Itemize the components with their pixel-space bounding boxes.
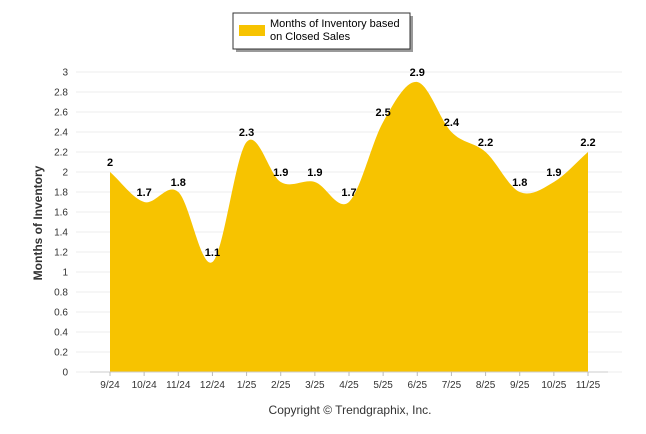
x-tick-label: 10/24	[132, 380, 157, 391]
x-axis-ticks: 9/24 10/24 11/24 12/24 1/25 2/25 3/25 4/25 5/25 6…	[90, 371, 608, 391]
y-tick-label: 2.2	[54, 148, 68, 159]
y-tick-label: 0.8	[54, 288, 68, 299]
data-label: 1.9	[307, 167, 322, 179]
y-tick-label: 0.6	[54, 308, 68, 319]
x-tick-label: 9/25	[510, 380, 530, 391]
data-label: 1.7	[136, 187, 151, 199]
data-label: 2.4	[444, 117, 460, 129]
legend-text-line-2: on Closed Sales	[270, 31, 351, 43]
x-tick-label: 1/25	[237, 380, 257, 391]
y-tick-label: 3	[62, 68, 68, 79]
x-tick-label: 9/24	[100, 380, 120, 391]
legend: Months of Inventory based on Closed Sale…	[232, 12, 413, 52]
legend-text-line-1: Months of Inventory based	[270, 18, 400, 30]
data-label: 2.5	[375, 107, 390, 119]
y-tick-label: 1.2	[54, 248, 68, 259]
data-label: 2	[107, 157, 113, 169]
y-tick-label: 1.4	[54, 228, 68, 239]
x-tick-label: 5/25	[373, 380, 393, 391]
x-tick-label: 6/25	[408, 380, 428, 391]
y-tick-label: 2	[62, 168, 68, 179]
x-tick-label: 7/25	[442, 380, 462, 391]
y-tick-label: 0.4	[54, 328, 68, 339]
data-label: 2.2	[478, 137, 493, 149]
y-tick-label: 0	[62, 368, 68, 379]
y-tick-label: 2.8	[54, 88, 68, 99]
y-tick-label: 1.8	[54, 188, 68, 199]
y-tick-label: 2.6	[54, 108, 68, 119]
data-label: 1.7	[341, 187, 356, 199]
y-tick-label: 1.6	[54, 208, 68, 219]
copyright-footer: Copyright © Trendgraphix, Inc.	[269, 403, 432, 417]
y-axis-label: Months of Inventory	[31, 165, 45, 280]
x-tick-label: 3/25	[305, 380, 325, 391]
x-tick-label: 2/25	[271, 380, 291, 391]
y-tick-label: 0.2	[54, 348, 68, 359]
series-area	[110, 81, 588, 372]
data-label: 2.2	[580, 137, 595, 149]
data-label: 1.9	[273, 167, 288, 179]
x-tick-label: 4/25	[339, 380, 359, 391]
x-tick-label: 12/24	[200, 380, 225, 391]
data-label: 1.9	[546, 167, 561, 179]
x-tick-label: 11/25	[576, 380, 601, 391]
y-tick-label: 2.4	[54, 128, 68, 139]
data-label: 2.9	[410, 67, 425, 79]
data-label: 1.8	[512, 177, 527, 189]
data-label: 2.3	[239, 127, 254, 139]
data-label: 1.1	[205, 247, 220, 259]
y-axis-ticks: 0 0.2 0.4 0.6 0.8 1 1.2 1.4 1.6 1.8 2 2.2 2.4 2.6 2.8 3	[54, 68, 68, 379]
data-labels: 2 1.7 1.8 1.1 2.3 1.9 1.9 1.7 2.5 2.9 2.4 2.2 1.8 1.9…	[107, 67, 596, 259]
data-label: 1.8	[171, 177, 186, 189]
y-tick-label: 1	[62, 268, 68, 279]
x-tick-label: 10/25	[541, 380, 566, 391]
legend-swatch	[239, 25, 265, 36]
x-tick-label: 11/24	[166, 380, 191, 391]
x-tick-label: 8/25	[476, 380, 496, 391]
